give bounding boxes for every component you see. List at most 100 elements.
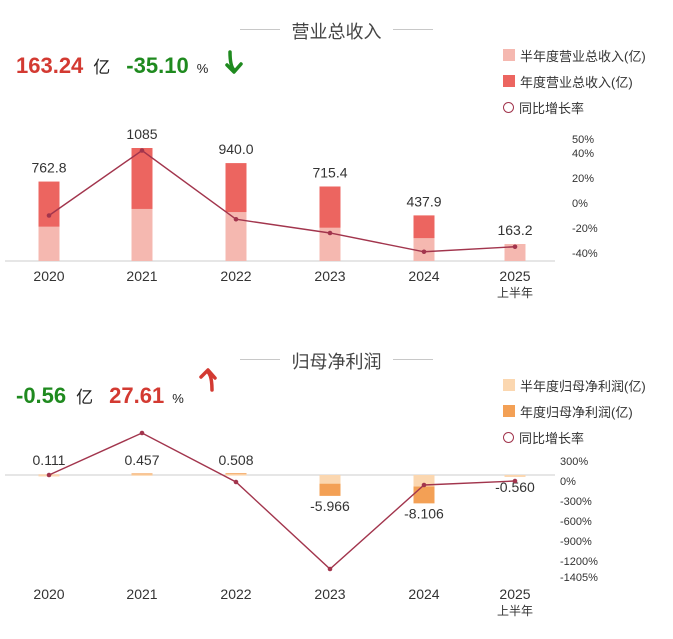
yoy-point-2023 [327,230,333,236]
title-rule-left [240,359,280,360]
yoy-growth-line [48,149,516,253]
bar-half-2022 [225,212,247,261]
bar-half-2021 [131,208,153,261]
data-label-2025: 163.2 [497,222,532,238]
revenue-kpi: 163.24 亿 -35.10% [16,53,208,79]
yoy-point-2023 [327,566,333,572]
bar-half-2022 [225,474,247,476]
right-axis-tick: 40% [572,148,594,160]
x-tick-2025: 2025 [499,586,530,602]
yoy-point-2024 [421,249,427,255]
bar-half-2023 [319,475,341,484]
net-profit-chart-title: 归母净利润 [291,352,382,372]
yoy-point-2025 [512,244,518,250]
right-axis-tick: 300% [560,456,588,468]
legend-item-yoy: 同比增长率 [503,424,646,450]
x-tick-2020: 2020 [33,268,64,284]
x-tick-2021: 2021 [126,268,157,284]
right-axis-tick: -40% [572,248,598,260]
right-axis-tick: 0% [560,476,576,488]
revenue-legend: 半年度营业总收入(亿) 年度营业总收入(亿) 同比增长率 [503,42,646,120]
legend-circle-icon [503,101,514,113]
bar-half-2021 [131,474,153,476]
yoy-growth-line [48,432,516,570]
net-profit-legend: 半年度归母净利润(亿) 年度归母净利润(亿) 同比增长率 [503,372,646,450]
legend-swatch [503,49,515,61]
legend-label: 半年度归母净利润(亿) [520,378,646,394]
x-sublabel-2025: 上半年 [497,604,533,618]
revenue-growth: -35.10 [126,53,189,78]
data-label-2020: 762.8 [31,160,66,176]
yoy-point-2020 [46,213,52,218]
right-axis-tick: -1405% [560,572,598,584]
revenue-pct-sign: % [196,61,209,76]
right-axis-tick: -300% [560,496,592,508]
revenue-value: 163.24 [16,53,84,78]
data-label-2022: 0.508 [218,452,253,468]
bar-annual-2021 [131,473,153,475]
revenue-unit: 亿 [93,58,111,77]
legend-item-annual-revenue: 年度营业总收入(亿) [503,68,646,94]
bar-half-2023 [319,227,341,261]
legend-label: 同比增长率 [519,100,585,116]
net-profit-kpi: -0.56 亿 27.61% [16,383,184,409]
x-tick-2024: 2024 [408,268,439,284]
right-axis-tick: -1200% [560,556,598,568]
right-axis-tick: -900% [560,536,592,548]
bar-half-2025 [504,244,526,261]
data-label-2020: 0.111 [33,452,66,468]
legend-label: 同比增长率 [519,430,585,446]
legend-label: 年度归母净利润(亿) [520,404,633,420]
title-rule-right [393,29,433,30]
x-tick-2020: 2020 [33,586,64,602]
legend-item-yoy: 同比增长率 [503,94,646,120]
bar-half-2020 [38,226,60,261]
net-profit-panel: 归母净利润 -0.56 亿 27.61% 半年度归母净利润(亿) 年度归母净利润(亿… [0,330,673,639]
x-tick-2024: 2024 [408,586,439,602]
down-arrow-icon [225,50,243,74]
legend-swatch [503,379,515,391]
right-axis-tick: 20% [572,173,594,185]
legend-swatch [503,405,515,417]
x-tick-2023: 2023 [314,586,345,602]
revenue-panel: 营业总收入 163.24 亿 -35.10% 半年度营业总收入(亿) 年度营业总收入… [0,0,673,315]
bar-half-2024 [413,475,435,487]
data-label-2023: -5.966 [310,498,350,514]
revenue-chart: 762.8 2020 1085 2021 940.0 2022 715.4 2023 437.9… [5,126,598,300]
yoy-point-2020 [46,472,52,478]
bar-annual-2022 [225,473,247,475]
yoy-point-2022 [233,216,239,222]
right-axis-tick: 50% [572,134,594,146]
yoy-point-2025 [512,478,518,484]
net-profit-chart: 0.111 2020 0.457 2021 0.508 2022 -5.966 2023 -8.… [5,430,598,618]
data-label-2024: -8.106 [404,505,444,521]
x-tick-2021: 2021 [126,586,157,602]
data-label-2022: 940.0 [218,141,253,157]
net-profit-value: -0.56 [16,383,67,408]
legend-label: 半年度营业总收入(亿) [520,48,646,64]
legend-item-annual-profit: 年度归母净利润(亿) [503,398,646,424]
net-profit-title-bar: 归母净利润 [0,348,673,372]
title-rule-left [240,29,280,30]
x-tick-2022: 2022 [220,268,251,284]
net-profit-unit: 亿 [76,388,94,407]
legend-item-half-revenue: 半年度营业总收入(亿) [503,42,646,68]
right-axis-tick: 0% [572,198,588,210]
data-label-2025: -0.560 [495,479,535,495]
legend-item-half-profit: 半年度归母净利润(亿) [503,372,646,398]
x-tick-2023: 2023 [314,268,345,284]
right-axis-tick: -20% [572,223,598,235]
x-tick-2025: 2025 [499,268,530,284]
up-arrow-icon [199,368,217,392]
data-label-2021: 0.457 [124,452,159,468]
right-axis-tick: -600% [560,516,592,528]
net-profit-pct-sign: % [172,391,184,406]
x-tick-2022: 2022 [220,586,251,602]
yoy-point-2021 [139,148,145,153]
data-label-2021: 1085 [126,126,157,142]
data-label-2023: 715.4 [312,164,347,180]
data-label-2024: 437.9 [406,193,441,209]
bar-half-2025 [504,475,526,477]
net-profit-growth: 27.61 [109,383,165,408]
title-rule-right [393,359,433,360]
